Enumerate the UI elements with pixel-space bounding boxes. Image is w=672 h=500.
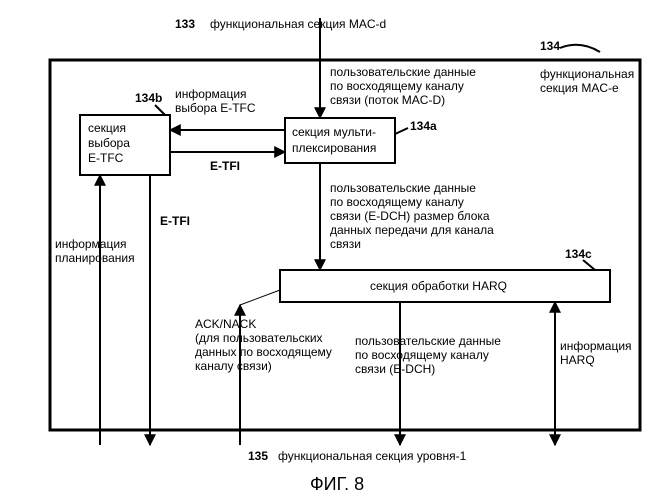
bot-edch-1: пользовательские данные	[355, 334, 501, 348]
mid-edch-4: данных передачи для канала	[330, 223, 494, 237]
mid-edch-1: пользовательские данные	[330, 181, 476, 195]
label-mac-e-2: секция MAC-e	[540, 81, 619, 95]
ack-1: ACK/NACK	[195, 317, 256, 331]
label-userdata-top-2: по восходящему каналу	[330, 79, 464, 93]
mid-edch-5: связи	[330, 237, 361, 251]
etfc-sel-info-2: выбора E-TFC	[175, 101, 256, 115]
ack-connector	[240, 290, 280, 305]
leader-134a	[395, 128, 408, 134]
plan-info-2: планирования	[55, 251, 135, 265]
etfc-box-line2: выбора	[88, 136, 130, 150]
leader-134	[560, 45, 600, 52]
ref-133: 133	[175, 17, 195, 31]
etfc-sel-info-1: информация	[175, 87, 247, 101]
mux-box-line2: плексирования	[292, 141, 376, 155]
harq-info-2: HARQ	[560, 353, 595, 367]
bot-edch-3: связи (E-DCH)	[355, 362, 435, 376]
ack-2: (для пользовательских	[195, 331, 323, 345]
label-etfi-left: E-TFI	[160, 214, 190, 228]
bot-edch-2: по восходящему каналу	[355, 348, 489, 362]
figure-caption: ФИГ. 8	[310, 474, 364, 494]
label-userdata-top-1: пользовательские данные	[330, 65, 476, 79]
leader-134b	[155, 105, 165, 115]
ack-4: каналу связи)	[195, 359, 272, 373]
label-mac-d: функциональная секция MAC-d	[210, 17, 386, 31]
mux-box-line1: секция мульти-	[292, 125, 376, 139]
harq-box-label: секция обработки HARQ	[370, 279, 507, 293]
ref-134a: 134a	[410, 119, 437, 133]
mid-edch-2: по восходящему каналу	[330, 195, 464, 209]
ref-135: 135	[248, 449, 268, 463]
label-mac-e-1: функциональная	[540, 67, 634, 81]
plan-info-1: информация	[55, 237, 127, 251]
harq-info-1: информация	[560, 339, 632, 353]
ref-134b: 134b	[135, 91, 162, 105]
etfc-box-line1: секция	[88, 121, 126, 135]
leader-134c	[583, 260, 595, 270]
label-layer1: функциональная секция уровня-1	[278, 449, 467, 463]
mid-edch-3: связи (E-DCH) размер блока	[330, 209, 490, 223]
label-userdata-top-3: связи (поток MAC-D)	[330, 93, 445, 107]
etfc-box-line3: E-TFC	[88, 151, 124, 165]
ack-3: данных по восходящему	[195, 345, 332, 359]
ref-134: 134	[540, 39, 560, 53]
label-etfi-mid: E-TFI	[210, 159, 240, 173]
ref-134c: 134c	[565, 247, 592, 261]
